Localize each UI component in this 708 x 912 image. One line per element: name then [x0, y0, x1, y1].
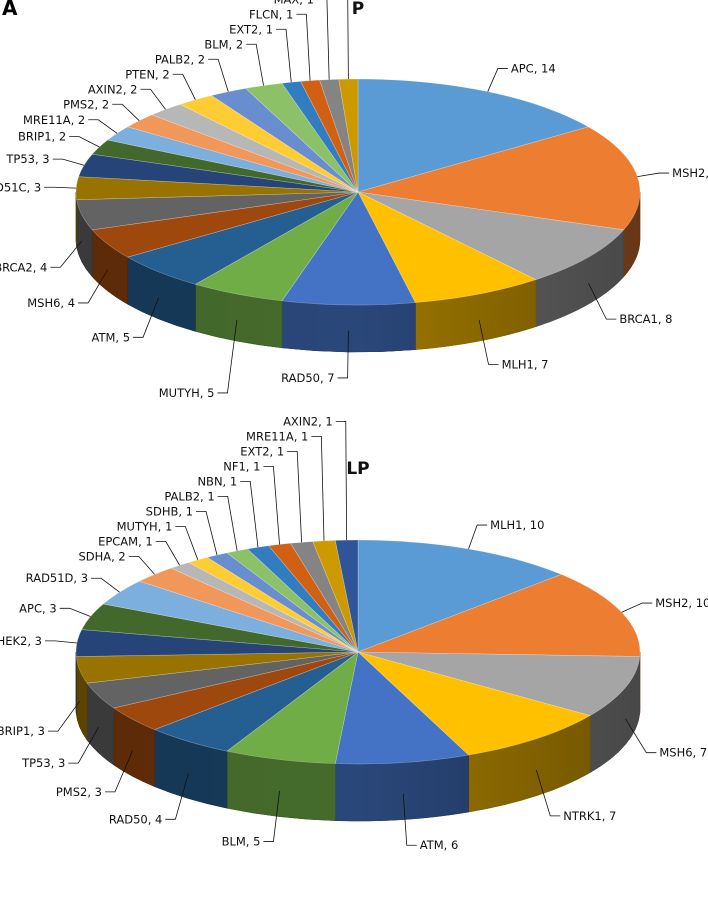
data-label: ATM, 5	[91, 330, 130, 344]
data-label: MUTYH, 5	[159, 386, 215, 400]
data-label: MSH6, 4	[27, 296, 75, 310]
data-label: BRIP1, 2	[18, 130, 66, 144]
leader-line	[317, 0, 329, 80]
pie-chart-2: LP MLH1, 10 MSH2, 10 MSH6, 7 NTRK1, 7 ATM, 6 B…	[0, 414, 708, 852]
data-label: MSH2, 10	[655, 596, 708, 610]
leader-line	[69, 137, 99, 147]
chart-title: P	[352, 0, 364, 19]
data-label: RAD51D, 3	[26, 571, 88, 585]
pie-top	[76, 79, 640, 305]
leader-line	[276, 29, 291, 82]
leader-line	[208, 59, 228, 91]
data-label: RAD50, 7	[281, 371, 335, 385]
chart-title: LP	[346, 459, 369, 479]
data-label: MSH2, 14	[672, 166, 708, 180]
data-label: PALB2, 1	[164, 489, 214, 503]
leader-line	[246, 44, 263, 85]
data-label: PTEN, 2	[125, 67, 169, 81]
leader-line	[112, 104, 139, 120]
leader-line	[196, 511, 217, 555]
data-label: MLH1, 10	[490, 518, 544, 532]
leader-line	[53, 159, 84, 165]
data-label: AXIN2, 2	[88, 82, 138, 96]
leader-line	[44, 187, 76, 188]
data-label: CHEK2, 3	[0, 634, 42, 648]
data-label: PALB2, 2	[155, 52, 205, 66]
pie-chart-1: P APC, 14 MSH2, 14 BRCA1, 8 MLH1, 7 RAD50, 7 M…	[0, 0, 708, 400]
data-label: MUTYH, 1	[117, 519, 173, 533]
leader-line	[469, 525, 488, 549]
leader-line	[88, 120, 117, 134]
pie-top	[76, 540, 640, 764]
leader-line	[48, 701, 80, 731]
data-label: MSH6, 7	[659, 746, 707, 760]
data-label: APC, 3	[19, 601, 56, 615]
data-label: SDHB, 1	[146, 504, 193, 518]
leader-line	[45, 641, 77, 643]
data-label: EXT2, 1	[229, 22, 273, 36]
leader-line	[296, 14, 310, 80]
data-label: MRE11A, 2	[23, 113, 85, 127]
data-label: NTRK1, 7	[563, 809, 616, 823]
data-label: RAD50, 4	[109, 812, 163, 826]
leader-line	[263, 466, 279, 544]
leader-line	[287, 451, 301, 542]
leader-line	[60, 608, 91, 616]
data-label: PMS2, 3	[56, 785, 102, 799]
leader-line	[336, 421, 347, 540]
leader-line	[218, 496, 237, 550]
data-label: BRCA2, 4	[0, 260, 47, 274]
data-label: TP53, 3	[5, 152, 49, 166]
data-label: MRE11A, 1	[246, 429, 308, 443]
leader-line	[488, 69, 508, 92]
data-label: ATM, 6	[420, 838, 459, 852]
data-label: BRCA1, 8	[619, 312, 672, 326]
data-label: TP53, 3	[21, 756, 65, 770]
leader-line	[240, 481, 258, 547]
data-label: SDHA, 2	[78, 549, 125, 563]
data-label: FLCN, 1	[249, 7, 293, 21]
panel-label: A	[2, 0, 17, 20]
data-label: NBN, 1	[197, 474, 237, 488]
data-label: BLM, 2	[204, 37, 243, 51]
leader-line	[173, 74, 196, 99]
data-label: NF1, 1	[223, 459, 260, 473]
leader-line	[175, 526, 197, 559]
data-label: APC, 14	[511, 62, 556, 76]
data-label: BLM, 5	[222, 835, 261, 849]
data-label: MAX, 1	[274, 0, 314, 6]
leader-line	[156, 541, 180, 565]
leader-line	[622, 603, 653, 612]
leader-line	[91, 578, 120, 592]
data-label: AXIN2, 1	[283, 414, 333, 428]
leader-line	[311, 436, 324, 540]
data-label: BRIP1, 3	[0, 724, 45, 738]
data-label: EXT2, 1	[240, 444, 284, 458]
leader-line	[637, 173, 669, 177]
leader-line	[338, 0, 349, 79]
leader-line	[129, 556, 155, 574]
leader-line	[141, 89, 166, 109]
data-label: MLH1, 7	[502, 358, 549, 372]
data-label: RAD51C, 3	[0, 180, 41, 194]
data-label: PMS2, 2	[63, 97, 109, 111]
data-label: EPCAM, 1	[98, 534, 153, 548]
